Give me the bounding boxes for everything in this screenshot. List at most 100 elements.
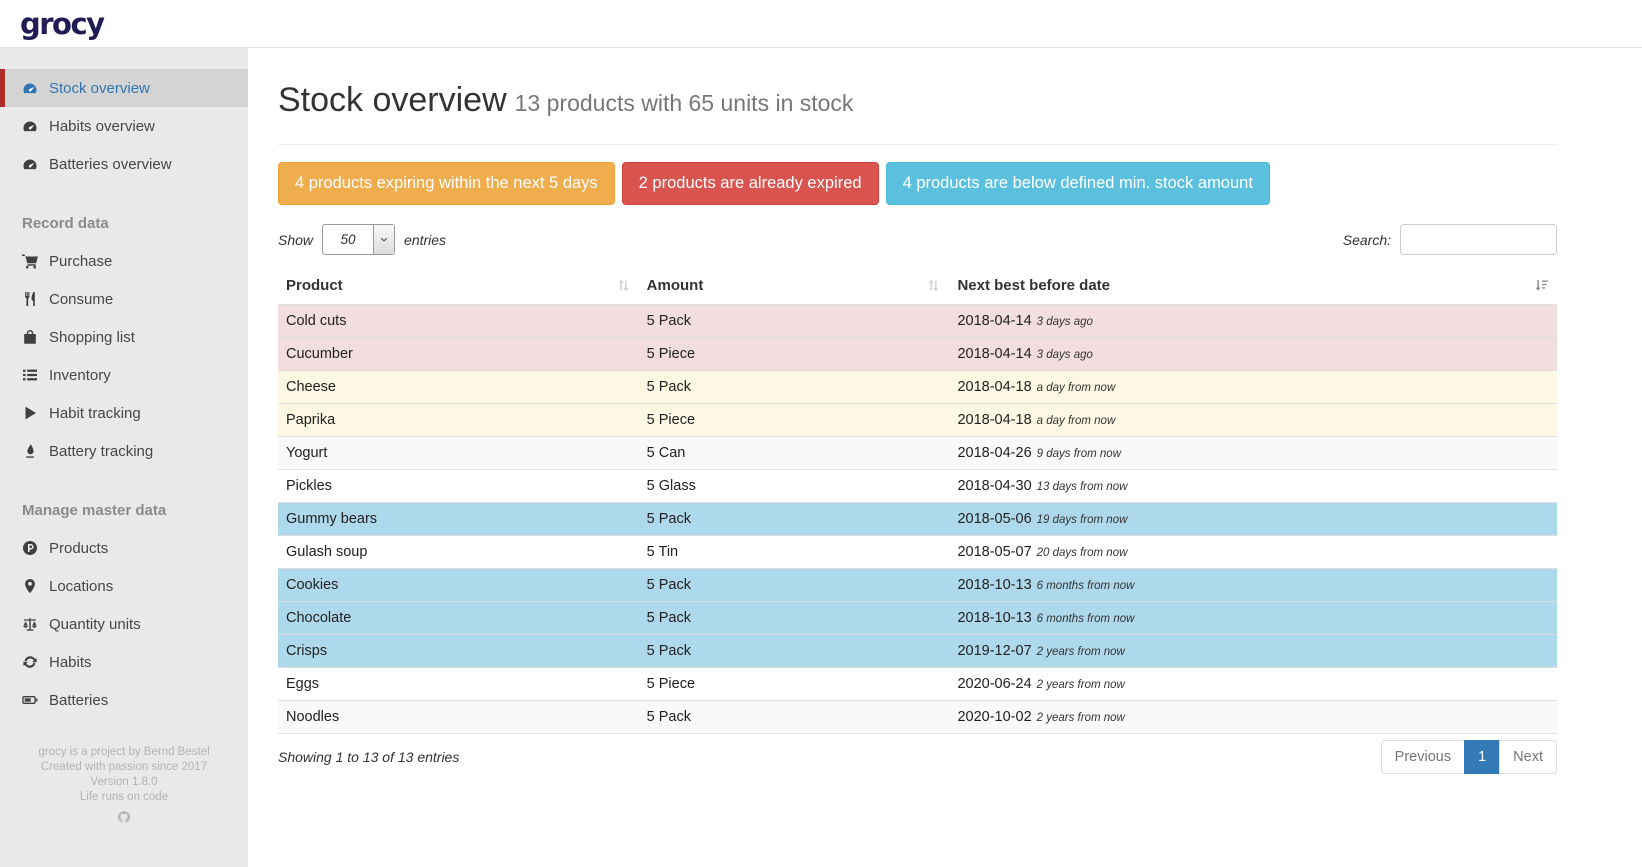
- product-cell: Cucumber: [278, 337, 639, 371]
- page-button-1[interactable]: 1: [1464, 740, 1501, 774]
- sidebar-item-consume[interactable]: Consume: [0, 280, 248, 318]
- sidebar-item-label: Habit tracking: [49, 404, 141, 422]
- sidebar-footer-line: Version 1.8.0: [90, 776, 158, 788]
- table-row-noodles: Noodles 5 Pack 2020-10-02 2 years from now: [278, 700, 1557, 734]
- sidebar-item-batteries[interactable]: Batteries: [0, 681, 248, 719]
- best-before-date: 2018-04-30: [957, 478, 1032, 494]
- search-label: Search:: [1342, 231, 1391, 248]
- location-pin-icon: [22, 578, 38, 594]
- page-button-next[interactable]: Next: [1499, 740, 1557, 774]
- amount-cell: 5 Pack: [638, 370, 950, 404]
- sidebar-item-batteries-overview[interactable]: Batteries overview: [0, 145, 248, 183]
- list-icon: [22, 367, 38, 383]
- sort-both-icon: [926, 278, 941, 293]
- app-logo[interactable]: grocy: [20, 6, 105, 41]
- product-cell: Crisps: [278, 634, 639, 668]
- sidebar-nav: Stock overview Habits overview Batteries o…: [0, 69, 248, 719]
- best-before-date: 2018-05-06: [957, 511, 1032, 527]
- sidebar-item-shopping-list[interactable]: Shopping list: [0, 318, 248, 356]
- best-before-note: a day from now: [1036, 415, 1116, 427]
- page-button-previous[interactable]: Previous: [1380, 740, 1466, 774]
- sidebar-item-label: Products: [49, 539, 109, 557]
- sidebar-item-battery-tracking[interactable]: Battery tracking: [0, 432, 248, 470]
- amount-cell: 5 Pack: [638, 568, 950, 602]
- sidebar-item-label: Purchase: [49, 252, 113, 270]
- amount-cell: 5 Tin: [638, 535, 950, 569]
- best-before-cell: 2020-10-02 2 years from now: [949, 700, 1557, 734]
- page-subtitle: 13 products with 65 units in stock: [514, 90, 854, 116]
- best-before-date: 2018-10-13: [957, 610, 1032, 626]
- sidebar-footer-line: Created with passion since 2017: [40, 761, 208, 773]
- best-before-cell: 2018-05-07 20 days from now: [949, 535, 1557, 569]
- product-cell: Cold cuts: [278, 304, 639, 338]
- best-before-date: 2018-04-26: [957, 445, 1032, 461]
- amount-cell: 5 Can: [638, 436, 950, 470]
- search-control: Search:: [1343, 224, 1557, 255]
- column-header-amount[interactable]: Amount: [639, 269, 950, 305]
- gauge-icon: [22, 118, 38, 134]
- best-before-date: 2020-06-24: [957, 676, 1032, 692]
- column-header-inner: Product: [286, 277, 631, 294]
- sidebar-item-habit-tracking[interactable]: Habit tracking: [0, 394, 248, 432]
- best-before-note: 19 days from now: [1036, 514, 1128, 526]
- best-before-cell: 2018-04-14 3 days ago: [949, 337, 1557, 371]
- amount-cell: 5 Pack: [638, 601, 950, 635]
- sidebar-item-label: Batteries: [49, 691, 109, 709]
- table-row-paprika: Paprika 5 Piece 2018-04-18 a day from now: [278, 403, 1557, 437]
- table-row-pickles: Pickles 5 Glass 2018-04-30 13 days from now: [278, 469, 1557, 503]
- table-row-cookies: Cookies 5 Pack 2018-10-13 6 months from now: [278, 568, 1557, 602]
- sidebar-item-purchase[interactable]: Purchase: [0, 242, 248, 280]
- best-before-date: 2018-10-13: [957, 577, 1032, 593]
- search-input[interactable]: [1400, 224, 1557, 255]
- gauge-icon: [22, 156, 38, 172]
- best-before-date: 2018-05-07: [957, 544, 1032, 560]
- github-icon[interactable]: [117, 810, 131, 824]
- battery-icon: [22, 692, 38, 708]
- product-cell: Noodles: [278, 700, 639, 734]
- best-before-cell: 2018-05-06 19 days from now: [949, 502, 1557, 536]
- sidebar-item-locations[interactable]: Locations: [0, 567, 248, 605]
- product-cell: Paprika: [278, 403, 639, 437]
- product-cell: Chocolate: [278, 601, 639, 635]
- best-before-date: 2020-10-02: [957, 709, 1032, 725]
- alert-button-4-products-are-below-defined-min-stock-amount[interactable]: 4 products are below defined min. stock …: [885, 162, 1270, 205]
- amount-cell: 5 Pack: [638, 502, 950, 536]
- table-footer: Showing 1 to 13 of 13 entries Previous 1 N…: [278, 740, 1557, 774]
- amount-cell: 5 Pack: [638, 304, 950, 338]
- column-header-inner: Amount: [647, 277, 942, 294]
- column-label: Amount: [646, 277, 704, 294]
- shopping-bag-icon: [22, 329, 38, 345]
- sidebar-item-label: Batteries overview: [49, 155, 172, 173]
- sidebar-footer-line: grocy is a project by Bernd Bestel: [38, 746, 210, 758]
- show-label: Show: [278, 231, 314, 248]
- amount-cell: 5 Pack: [638, 634, 950, 668]
- refresh-icon: [22, 654, 38, 670]
- column-header-product[interactable]: Product: [278, 269, 639, 305]
- sidebar-item-label: Stock overview: [49, 79, 150, 97]
- sidebar-item-habits[interactable]: Habits: [0, 643, 248, 681]
- sidebar-item-products[interactable]: Products: [0, 529, 248, 567]
- table-row-gulash-soup: Gulash soup 5 Tin 2018-05-07 20 days from n…: [278, 535, 1557, 569]
- amount-cell: 5 Piece: [638, 403, 950, 437]
- alerts-row: 4 products expiring within the next 5 da…: [278, 162, 1557, 205]
- best-before-note: 3 days ago: [1036, 349, 1093, 361]
- column-label: Product: [286, 277, 343, 294]
- sidebar-item-quantity-units[interactable]: Quantity units: [0, 605, 248, 643]
- product-icon: [22, 540, 38, 556]
- page-length-select[interactable]: 50: [322, 224, 396, 255]
- sort-amount-icon: [1534, 278, 1549, 293]
- play-icon: [22, 405, 38, 421]
- product-cell: Yogurt: [278, 436, 639, 470]
- product-cell: Cheese: [278, 370, 639, 404]
- sidebar-item-habits-overview[interactable]: Habits overview: [0, 107, 248, 145]
- product-cell: Gulash soup: [278, 535, 639, 569]
- alert-button-4-products-expiring-within-the-next-5-days[interactable]: 4 products expiring within the next 5 da…: [278, 162, 615, 205]
- sidebar-item-inventory[interactable]: Inventory: [0, 356, 248, 394]
- alert-button-2-products-are-already-expired[interactable]: 2 products are already expired: [621, 162, 879, 205]
- best-before-cell: 2018-04-18 a day from now: [949, 370, 1557, 404]
- column-header-next-best-before-date[interactable]: Next best before date: [949, 269, 1557, 305]
- best-before-note: 13 days from now: [1036, 481, 1128, 493]
- column-label: Next best before date: [957, 277, 1111, 294]
- sidebar-item-stock-overview[interactable]: Stock overview: [0, 69, 248, 107]
- amount-cell: 5 Glass: [638, 469, 950, 503]
